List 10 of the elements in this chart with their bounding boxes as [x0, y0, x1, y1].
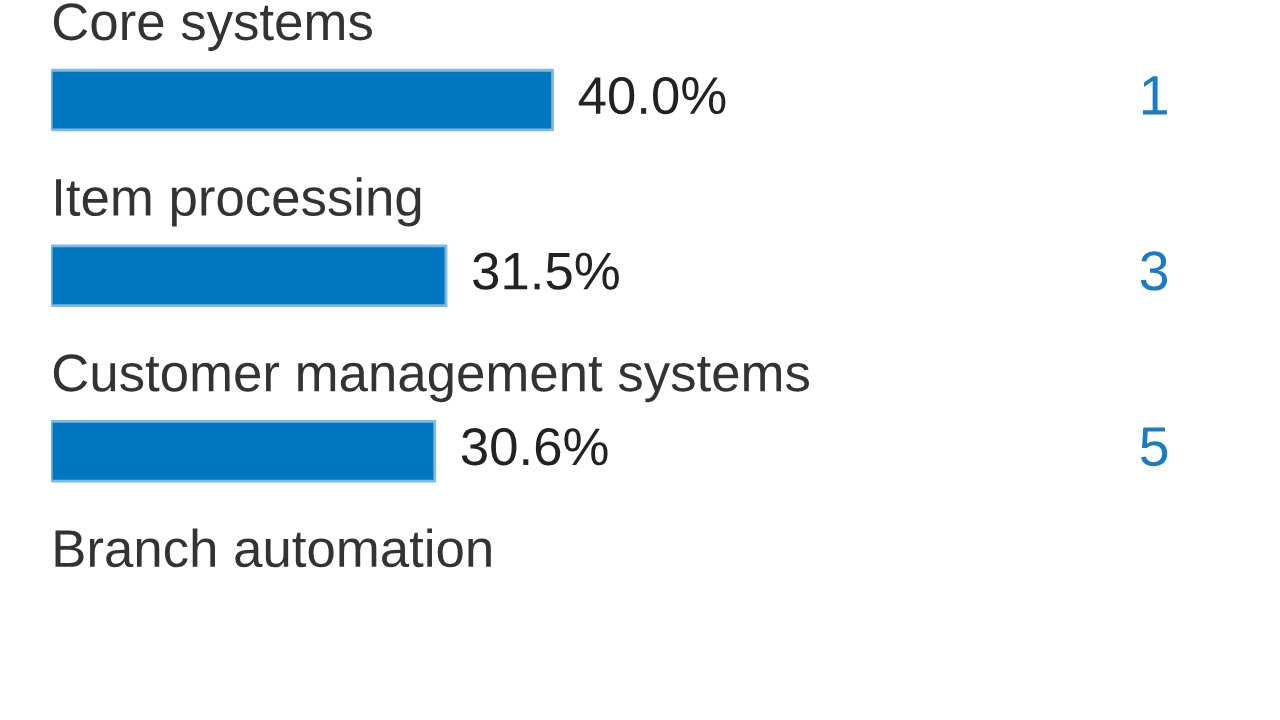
y-tick-label: Item processing — [56, 177, 421, 227]
y-tick-label: Core systems — [53, 3, 372, 51]
y-tick-label: Branch automation — [55, 528, 491, 568]
data-label: 31.5% — [473, 252, 619, 290]
data-label: 40.0% — [578, 76, 726, 115]
text: 5 — [1140, 427, 1168, 467]
text: 1 — [1142, 76, 1167, 115]
y-tick-label: Customer management systems — [53, 354, 809, 403]
text: 3 — [1140, 251, 1168, 291]
data-label: 30.6% — [461, 428, 608, 466]
